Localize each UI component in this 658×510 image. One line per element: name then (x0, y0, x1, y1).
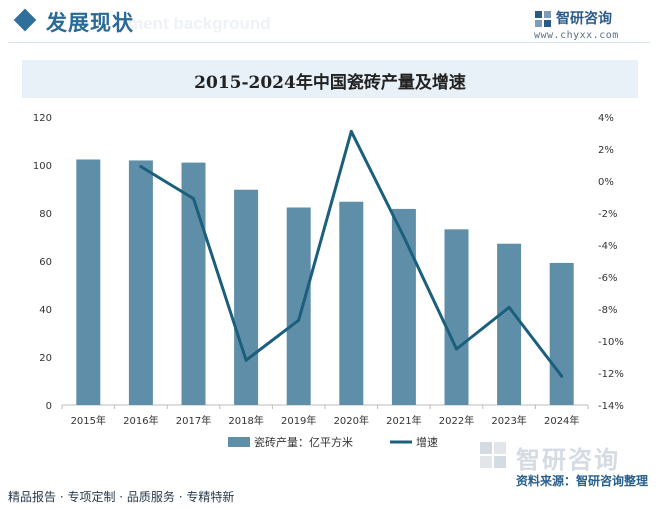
x-tick-label: 2016年 (123, 414, 158, 427)
y-right-tick-label: -10% (598, 337, 624, 348)
bar (234, 189, 259, 405)
x-tick-label: 2017年 (176, 414, 211, 427)
x-tick-label: 2024年 (544, 414, 579, 427)
growth-point (139, 165, 143, 169)
bar (391, 208, 416, 405)
bar (128, 160, 153, 405)
bar (497, 243, 522, 405)
growth-point (507, 305, 511, 309)
brand-logo-icon (535, 11, 551, 27)
growth-point (455, 347, 458, 351)
y-right-tick-label: 4% (598, 113, 614, 124)
growth-point (402, 235, 406, 239)
y-left-tick-label: 80 (39, 209, 52, 220)
brand: 智研咨询 www.chyxx.com (534, 8, 644, 42)
y-left-tick-label: 60 (39, 257, 52, 268)
growth-point (192, 197, 195, 201)
x-tick-label: 2022年 (439, 414, 474, 427)
growth-point (349, 129, 353, 133)
brand-url: www.chyxx.com (534, 30, 619, 41)
legend-bar-swatch (228, 437, 250, 447)
diamond-icon (13, 8, 37, 32)
bar (549, 262, 574, 405)
bar (286, 207, 311, 405)
bar (76, 159, 101, 405)
watermark: 智研咨询 (478, 440, 648, 474)
y-left-tick-label: 0 (46, 401, 52, 412)
x-tick-label: 2020年 (334, 414, 369, 427)
bar (444, 229, 469, 405)
legend-line-label: 增速 (416, 435, 438, 449)
header-divider (8, 42, 650, 43)
x-tick-label: 2023年 (491, 414, 526, 427)
y-left-tick-label: 40 (39, 305, 52, 316)
y-right-tick-label: -14% (598, 401, 624, 412)
growth-point (244, 358, 248, 362)
y-right-tick-label: -8% (598, 305, 617, 316)
y-left-tick-label: 100 (33, 161, 52, 172)
y-left-tick-label: 20 (39, 353, 52, 364)
footer-slogan: 精品报告 · 专项定制 · 品质服务 · 专精特新 (8, 490, 235, 504)
x-tick-label: 2018年 (228, 414, 263, 427)
section-background-text: ment background (128, 14, 271, 33)
y-right-tick-label: 0% (598, 177, 614, 188)
growth-point (297, 318, 301, 322)
data-source: 资料来源：智研咨询整理 (515, 474, 648, 488)
header: ment background 发展现状 智研咨询 www.chyxx.com (0, 0, 658, 46)
y-right-tick-label: -4% (598, 241, 617, 252)
x-tick-label: 2021年 (386, 414, 421, 427)
x-tick-label: 2019年 (281, 414, 316, 427)
watermark-logo-icon (480, 442, 506, 468)
y-right-tick-label: 2% (598, 145, 614, 156)
y-right-tick-label: -2% (598, 209, 617, 220)
legend-bar-label: 瓷砖产量：亿平方米 (254, 435, 353, 449)
brand-name: 智研咨询 (556, 11, 612, 27)
section-title: 发展现状 (46, 11, 134, 35)
chart: 0 20 40 60 80 100 120 -14% -12% -10% -8% -6% -4% -2% 0… (33, 113, 624, 449)
x-tick-label: 2015年 (71, 414, 106, 427)
y-right-tick-label: -12% (598, 369, 624, 380)
growth-point (560, 374, 564, 378)
y-left-tick-label: 120 (33, 113, 52, 124)
bar (339, 201, 364, 405)
footer: 精品报告 · 专项定制 · 品质服务 · 专精特新 (0, 484, 658, 510)
watermark-text: 智研咨询 (516, 446, 620, 474)
chart-title: 2015-2024年中国瓷砖产量及增速 (194, 73, 466, 93)
chart-title-bar: 2015-2024年中国瓷砖产量及增速 (22, 60, 638, 98)
y-right-tick-label: -6% (598, 273, 617, 284)
